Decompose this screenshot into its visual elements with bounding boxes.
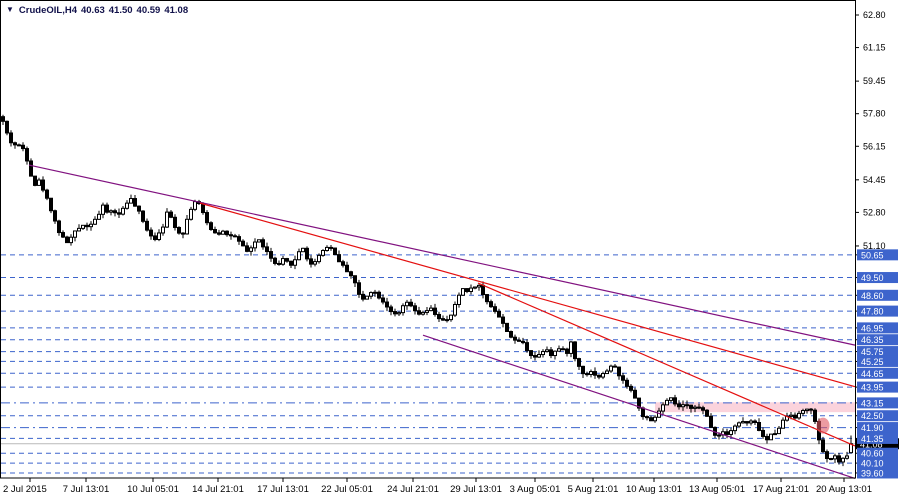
symbol-marker-icon[interactable]: ▼ bbox=[6, 5, 14, 14]
svg-text:43.15: 43.15 bbox=[861, 398, 884, 408]
level-price-label bbox=[857, 272, 898, 284]
svg-text:41.35: 41.35 bbox=[861, 434, 884, 444]
time-axis-label: 10 Jul 05:01 bbox=[127, 484, 179, 495]
level-price-label bbox=[857, 467, 898, 479]
level-price-label bbox=[857, 457, 898, 469]
candles bbox=[1, 114, 853, 467]
time-axis-label: 17 Aug 21:01 bbox=[753, 484, 809, 495]
level-price-label bbox=[857, 410, 898, 422]
axis-tick-label: 54.45 bbox=[863, 175, 886, 185]
level-price-label bbox=[857, 289, 898, 301]
time-axis-label: 7 Jul 13:01 bbox=[63, 484, 109, 495]
support-resistance-levels bbox=[1, 254, 855, 474]
trendline-purple-lower[interactable] bbox=[422, 334, 856, 479]
axis-tick-label: 51.10 bbox=[863, 241, 886, 251]
svg-text:47.80: 47.80 bbox=[861, 307, 884, 317]
svg-text:44.65: 44.65 bbox=[861, 369, 884, 379]
svg-text:39.60: 39.60 bbox=[861, 468, 884, 478]
svg-text:50.65: 50.65 bbox=[861, 250, 884, 260]
level-price-label bbox=[857, 305, 898, 317]
level-price-label bbox=[857, 355, 898, 367]
trendline-red-lower[interactable] bbox=[477, 282, 856, 447]
level-price-label bbox=[857, 422, 898, 434]
svg-text:46.95: 46.95 bbox=[861, 323, 884, 333]
time-axis[interactable]: 2 Jul 2015 7 Jul 13:01 10 Jul 05:01 14 Jul … bbox=[3, 478, 872, 495]
time-axis-label: 5 Aug 21:01 bbox=[568, 484, 619, 495]
time-axis-label: 2 Jul 2015 bbox=[3, 484, 47, 495]
time-axis-label: 24 Jul 21:01 bbox=[387, 484, 439, 495]
trendline-red-upper[interactable] bbox=[199, 202, 856, 388]
axis-tick-label: 59.45 bbox=[863, 76, 886, 86]
quote-low: 40.59 bbox=[136, 5, 161, 16]
trendline-purple-upper[interactable] bbox=[28, 164, 856, 346]
time-axis-label: 10 Aug 13:01 bbox=[626, 484, 682, 495]
level-price-label bbox=[857, 249, 898, 261]
quote-close: 41.08 bbox=[164, 5, 189, 16]
axis-tick-label: 56.15 bbox=[863, 141, 886, 151]
plot-border bbox=[0, 0, 856, 479]
time-axis-label: 29 Jul 13:01 bbox=[450, 484, 502, 495]
axis-tick-label: 62.80 bbox=[863, 10, 886, 20]
level-price-label bbox=[857, 447, 898, 459]
level-price-label bbox=[857, 367, 898, 379]
axis-tick-label: 61.15 bbox=[863, 43, 886, 53]
svg-text:45.25: 45.25 bbox=[861, 357, 884, 367]
level-price-label bbox=[857, 397, 898, 409]
axis-tick-label: 52.80 bbox=[863, 207, 886, 217]
svg-text:40.60: 40.60 bbox=[861, 449, 884, 459]
time-axis-label: 14 Jul 21:01 bbox=[192, 484, 244, 495]
svg-text:41.90: 41.90 bbox=[861, 423, 884, 433]
svg-text:48.60: 48.60 bbox=[861, 291, 884, 301]
quote-symbol: CrudeOIL,H4 bbox=[18, 5, 77, 16]
svg-text:40.10: 40.10 bbox=[861, 459, 884, 469]
quote-high: 41.50 bbox=[108, 5, 133, 16]
svg-text:46.35: 46.35 bbox=[861, 335, 884, 345]
svg-text:42.50: 42.50 bbox=[861, 411, 884, 421]
highlight-dot[interactable] bbox=[816, 417, 830, 434]
level-price-label bbox=[857, 346, 898, 358]
level-price-label bbox=[857, 322, 898, 334]
level-price-label bbox=[857, 432, 898, 444]
svg-text:41.08: 41.08 bbox=[860, 439, 883, 449]
level-price-label bbox=[857, 381, 898, 393]
quote-line: ▼ CrudeOIL,H4 40.63 41.50 40.59 41.08 bbox=[6, 5, 192, 16]
quote-open: 40.63 bbox=[80, 5, 105, 16]
time-axis-label: 17 Jul 13:01 bbox=[257, 484, 309, 495]
highlight-band[interactable] bbox=[655, 402, 855, 413]
level-price-label bbox=[857, 334, 898, 346]
time-axis-label: 3 Aug 05:01 bbox=[510, 484, 561, 495]
svg-text:49.50: 49.50 bbox=[861, 273, 884, 283]
svg-text:45.75: 45.75 bbox=[861, 347, 884, 357]
svg-text:43.95: 43.95 bbox=[861, 383, 884, 393]
time-axis-label: 13 Aug 05:01 bbox=[689, 484, 745, 495]
time-axis-label: 20 Aug 13:01 bbox=[816, 484, 872, 495]
axis-tick-label: 57.80 bbox=[863, 109, 886, 119]
price-axis[interactable]: 62.80 61.15 59.45 57.80 56.15 54.45 52.80 51.10… bbox=[855, 10, 899, 479]
time-axis-label: 22 Jul 05:01 bbox=[321, 484, 373, 495]
trendlines bbox=[28, 164, 856, 479]
